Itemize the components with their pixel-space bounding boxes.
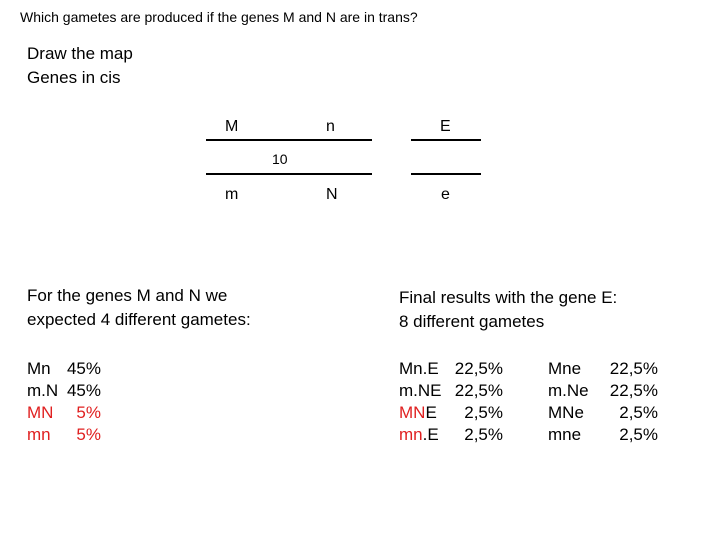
- gamete-percent: 22,5%: [609, 381, 658, 400]
- gamete-name: MN: [27, 403, 54, 422]
- gamete-list-with-E: Mn.E 22,5% m.NE 22,5% MNE 2,5% mn.E 2,5%: [399, 358, 503, 446]
- gamete-percent: 22,5%: [454, 359, 503, 378]
- gamete-row-recombinant: MN 5%: [27, 402, 101, 424]
- heading-genes-cis: Genes in cis: [27, 68, 121, 87]
- gamete-row: mne 2,5%: [548, 424, 658, 446]
- gamete-name: m.Ne: [548, 381, 589, 400]
- gamete-row: Mn.E 22,5%: [399, 358, 503, 380]
- gamete-name: mn.E: [399, 424, 449, 446]
- slide-title: Which gametes are produced if the genes …: [20, 9, 418, 25]
- gamete-percent: 2,5%: [464, 425, 503, 444]
- gamete-row-recombinant: mn 5%: [27, 424, 101, 446]
- gene-label-E: E: [440, 118, 451, 135]
- gamete-list-with-e: Mne 22,5% m.Ne 22,5% MNe 2,5% mne 2,5%: [548, 358, 658, 446]
- gamete-name: mne: [548, 425, 582, 444]
- gamete-percent: 2,5%: [619, 403, 658, 422]
- chromosome-line-bottom-right: [411, 173, 481, 175]
- gamete-percent: 45%: [66, 381, 101, 400]
- heading-draw-map: Draw the map: [27, 44, 133, 63]
- gamete-name: MNe: [548, 403, 584, 422]
- gene-label-e: e: [441, 186, 450, 203]
- right-panel-line1: Final results with the gene E:: [399, 288, 618, 307]
- gamete-name-parental-part: E: [425, 403, 437, 422]
- gene-label-m: m: [225, 186, 239, 203]
- gamete-name: mn: [27, 425, 51, 444]
- gamete-name-parental-part: .E: [422, 425, 439, 444]
- gamete-row: m.NE 22,5%: [399, 380, 503, 402]
- map-distance: 10: [272, 151, 288, 167]
- gamete-row: m.N 45%: [27, 380, 101, 402]
- gamete-name-parental-part: m.NE: [399, 381, 442, 400]
- gamete-percent: 22,5%: [454, 381, 503, 400]
- gamete-name: m.NE: [399, 380, 449, 402]
- gamete-name: Mn.E: [399, 358, 449, 380]
- gene-label-n: n: [326, 118, 335, 135]
- gene-label-N: N: [326, 186, 338, 203]
- gamete-percent: 2,5%: [619, 425, 658, 444]
- gamete-row: Mne 22,5%: [548, 358, 658, 380]
- gamete-row: Mn 45%: [27, 358, 101, 380]
- gamete-name: Mn: [27, 359, 51, 378]
- left-gamete-list: Mn 45% m.N 45% MN 5% mn 5%: [27, 358, 101, 446]
- gamete-name-parental-part: Mn.E: [399, 359, 439, 378]
- gamete-percent: 5%: [76, 425, 101, 444]
- gamete-row: mn.E 2,5%: [399, 424, 503, 446]
- gamete-percent: 5%: [76, 403, 101, 422]
- chromosome-line-top-right: [411, 139, 481, 141]
- gamete-name-recombinant-part: mn: [399, 425, 423, 444]
- gamete-name: Mne: [548, 359, 582, 378]
- gamete-row: m.Ne 22,5%: [548, 380, 658, 402]
- left-panel-line1: For the genes M and N we: [27, 286, 228, 305]
- right-panel-line2: 8 different gametes: [399, 312, 545, 331]
- gene-label-M: M: [225, 118, 239, 135]
- gamete-percent: 2,5%: [464, 403, 503, 422]
- gamete-row: MNe 2,5%: [548, 402, 658, 424]
- gamete-row: MNE 2,5%: [399, 402, 503, 424]
- gamete-percent: 22,5%: [609, 359, 658, 378]
- gamete-name: MNE: [399, 402, 449, 424]
- chromosome-line-top-left: [206, 139, 372, 141]
- gamete-name: m.N: [27, 381, 59, 400]
- left-panel-line2: expected 4 different gametes:: [27, 310, 251, 329]
- gamete-name-recombinant-part: MN: [399, 403, 426, 422]
- chromosome-line-bottom-left: [206, 173, 372, 175]
- gamete-percent: 45%: [66, 359, 101, 378]
